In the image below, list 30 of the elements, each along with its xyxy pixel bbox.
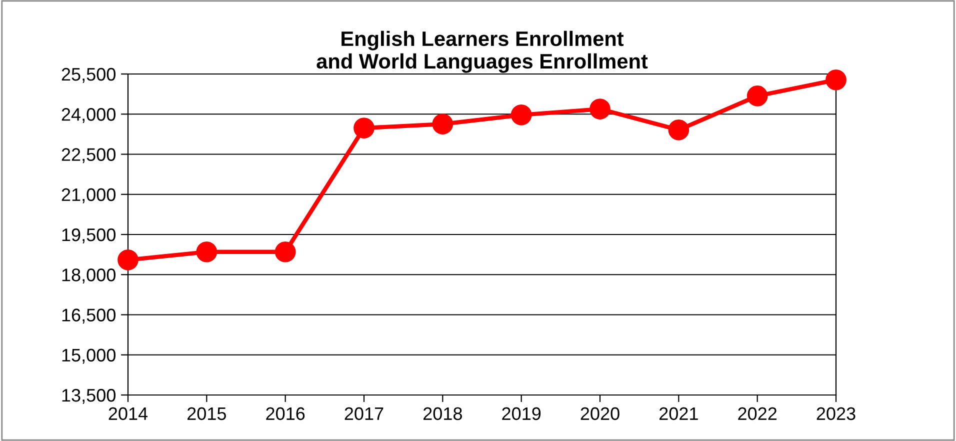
y-tick-label: 19,500 xyxy=(62,228,116,244)
y-tick-label: 15,000 xyxy=(62,348,116,364)
point xyxy=(274,241,296,262)
y-tick-label: 24,000 xyxy=(62,108,116,123)
point xyxy=(354,118,374,138)
y-tick-label: 21,000 xyxy=(62,188,116,204)
y-tick-label: 25,500 xyxy=(62,68,116,83)
x-tick-label: 2014 xyxy=(108,407,148,420)
point xyxy=(826,69,846,90)
chart-title: English Learners Enrollment and World Languages Enrollment xyxy=(316,30,648,73)
x-tick-label: 2021 xyxy=(659,407,698,420)
point xyxy=(510,104,532,126)
point xyxy=(590,98,610,120)
x-tick-label: 2015 xyxy=(187,407,226,420)
x-tick-label: 2020 xyxy=(580,407,620,420)
x-tick-label: 2018 xyxy=(423,407,462,420)
point xyxy=(668,119,690,140)
point xyxy=(432,114,454,134)
x-tick-label: 2017 xyxy=(344,407,384,420)
y-tick-label: 16,500 xyxy=(62,308,116,324)
point xyxy=(746,86,768,106)
y-tick-label: 22,500 xyxy=(62,148,116,164)
point xyxy=(118,249,138,270)
point xyxy=(196,241,218,262)
x-tick-label: 2022 xyxy=(738,407,777,420)
x-tick-label: 2016 xyxy=(266,407,305,420)
x-tick-label: 2019 xyxy=(502,407,541,420)
y-tick-label: 13,500 xyxy=(62,388,116,404)
y-tick-label: 18,000 xyxy=(62,268,116,284)
x-tick-label: 2023 xyxy=(816,407,856,420)
